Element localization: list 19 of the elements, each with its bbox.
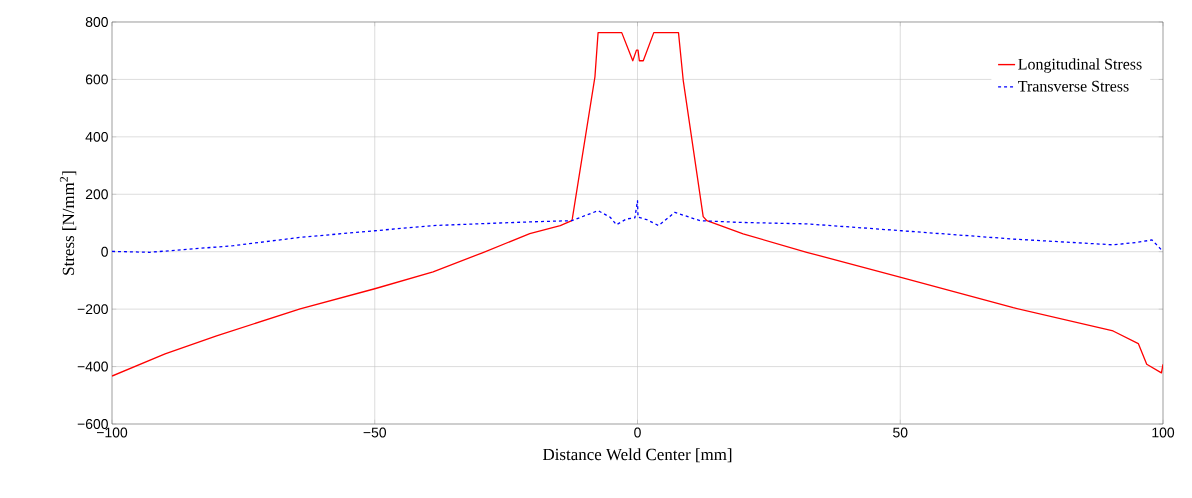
y-tick-label: 200 (85, 189, 108, 200)
y-tick-label: 800 (85, 17, 108, 27)
legend-label: Transverse Stress (1018, 80, 1129, 92)
line-series (112, 199, 1163, 253)
x-axis-title: Distance Weld Center [mm] (542, 448, 732, 463)
y-tick-label: 400 (85, 131, 108, 142)
y-tick-label: 600 (85, 74, 108, 85)
x-tick-label: −50 (363, 427, 387, 438)
y-axis-title: Stress [N/mm$^{2}$] (59, 171, 77, 275)
y-tick-label: −600 (77, 419, 108, 429)
y-tick-label: 0 (101, 246, 108, 257)
y-tick-label: −400 (77, 361, 108, 372)
x-tick-label: 50 (893, 427, 908, 438)
x-tick-label: −100 (96, 427, 128, 438)
legend-label: Longitudinal Stress (1018, 58, 1142, 73)
x-tick-label: 100 (1152, 427, 1175, 438)
x-tick-label: 0 (634, 427, 641, 438)
y-tick-label: −200 (77, 304, 108, 315)
line-series (112, 31, 1163, 377)
